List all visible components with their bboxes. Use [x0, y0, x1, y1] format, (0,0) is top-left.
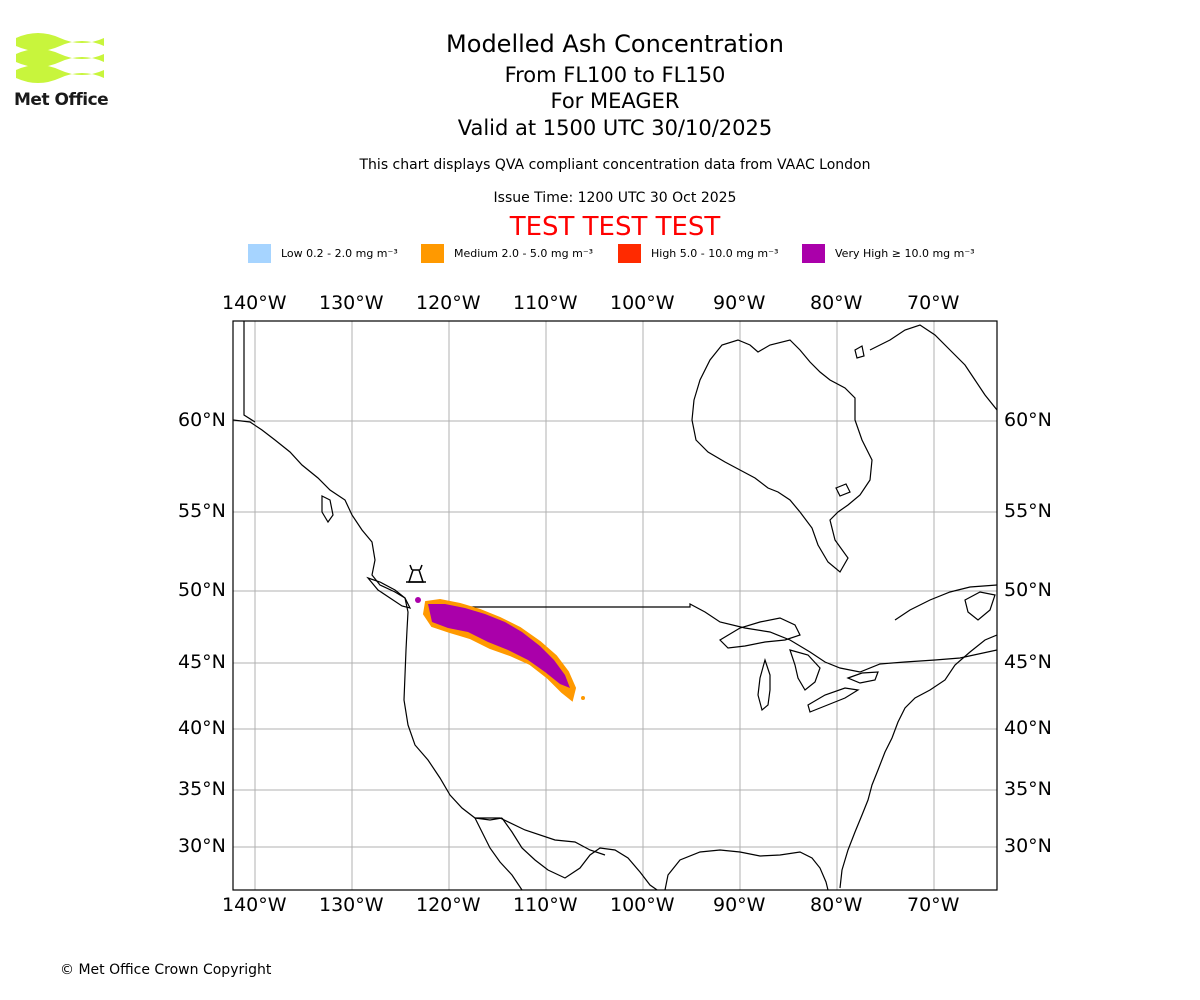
lat-tick-right: 35°N — [1004, 778, 1052, 800]
coastline-labrador — [869, 324, 997, 411]
lon-tick-top: 90°W — [713, 292, 766, 314]
lat-tick-right: 50°N — [1004, 579, 1052, 601]
coastline-west — [233, 419, 503, 821]
lake-superior — [719, 617, 801, 649]
lat-tick-right: 60°N — [1004, 409, 1052, 431]
legend-swatch-high — [618, 244, 641, 263]
lon-tick-top: 120°W — [416, 292, 481, 314]
lon-tick-top: 70°W — [907, 292, 960, 314]
coastline-gulf-st-lawrence — [894, 584, 997, 621]
lat-tick-right: 45°N — [1004, 651, 1052, 673]
island-akimiski — [835, 483, 851, 497]
volcano-icon — [406, 564, 426, 583]
lon-tick-bottom: 70°W — [907, 894, 960, 916]
flight-levels: From FL100 to FL150 — [504, 63, 726, 87]
lat-tick-left: 50°N — [178, 579, 226, 601]
lon-tick-bottom: 130°W — [319, 894, 384, 916]
lat-tick-left: 60°N — [178, 409, 226, 431]
lon-tick-bottom: 90°W — [713, 894, 766, 916]
lake-ontario — [846, 671, 879, 684]
lake-erie — [807, 687, 860, 713]
lat-tick-left: 55°N — [178, 500, 226, 522]
copyright: © Met Office Crown Copyright — [60, 962, 272, 978]
island-haida-gwaii — [321, 495, 334, 524]
border-us-mexico — [475, 817, 606, 856]
legend-swatch-low — [248, 244, 271, 263]
legend-label-low: Low 0.2 - 2.0 mg m⁻³ — [281, 247, 398, 260]
map-gridlines — [233, 321, 997, 890]
lon-tick-bottom: 80°W — [810, 894, 863, 916]
chart-title: Modelled Ash Concentration — [446, 30, 784, 58]
map-frame — [232, 320, 998, 891]
island-vancouver — [366, 576, 412, 609]
coastline-gulf — [664, 849, 829, 890]
island-newfoundland — [964, 591, 996, 621]
lat-tick-right: 55°N — [1004, 500, 1052, 522]
legend-label-medium: Medium 2.0 - 5.0 mg m⁻³ — [454, 247, 594, 260]
ash-plume — [415, 597, 585, 702]
lon-tick-bottom: 140°W — [222, 894, 287, 916]
lat-tick-left: 45°N — [178, 651, 226, 673]
lake-michigan — [757, 657, 771, 712]
lon-tick-top: 100°W — [610, 292, 675, 314]
coastline-mexico-west — [501, 817, 659, 890]
lat-tick-left: 40°N — [178, 717, 226, 739]
legend-swatch-very-high — [802, 244, 825, 263]
lon-tick-bottom: 100°W — [610, 894, 675, 916]
lon-tick-top: 140°W — [222, 292, 287, 314]
coastline-baja — [474, 817, 523, 890]
lon-tick-bottom: 110°W — [513, 894, 578, 916]
lat-tick-left: 30°N — [178, 835, 226, 857]
lon-tick-top: 110°W — [513, 292, 578, 314]
lon-tick-top: 130°W — [319, 292, 384, 314]
lat-tick-right: 40°N — [1004, 717, 1052, 739]
valid-time: Valid at 1500 UTC 30/10/2025 — [457, 116, 773, 140]
coastline-hudson-bay — [691, 339, 873, 573]
qva-note: This chart displays QVA compliant concen… — [359, 157, 871, 173]
legend-label-very-high: Very High ≥ 10.0 mg m⁻³ — [835, 247, 975, 260]
volcano-name: For MEAGER — [550, 89, 680, 113]
lat-tick-left: 35°N — [178, 778, 226, 800]
coastline-east — [839, 634, 997, 889]
legend-label-high: High 5.0 - 10.0 mg m⁻³ — [651, 247, 779, 260]
test-banner: TEST TEST TEST — [509, 212, 721, 242]
legend-low: Low 0.2 - 2.0 mg m⁻³ — [248, 244, 398, 263]
lake-huron — [789, 649, 821, 691]
lat-tick-right: 30°N — [1004, 835, 1052, 857]
island-belcher — [854, 345, 865, 359]
border-alaska — [243, 321, 256, 423]
lon-tick-bottom: 120°W — [416, 894, 481, 916]
logo-text: Met Office — [14, 90, 109, 110]
legend-very-high: Very High ≥ 10.0 mg m⁻³ — [802, 244, 975, 263]
issue-time: Issue Time: 1200 UTC 30 Oct 2025 — [493, 190, 737, 206]
legend-high: High 5.0 - 10.0 mg m⁻³ — [618, 244, 778, 263]
legend-medium: Medium 2.0 - 5.0 mg m⁻³ — [421, 244, 593, 263]
border-us-canada — [426, 603, 997, 673]
lon-tick-top: 80°W — [810, 292, 863, 314]
met-office-logo-icon — [16, 33, 104, 83]
legend-swatch-medium — [421, 244, 444, 263]
